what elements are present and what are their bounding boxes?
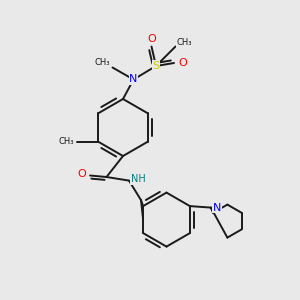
Text: O: O [178, 58, 188, 68]
Text: S: S [152, 61, 160, 71]
Text: N: N [129, 74, 138, 85]
Text: NH: NH [130, 174, 146, 184]
Text: O: O [77, 169, 86, 179]
Text: O: O [147, 34, 156, 44]
Text: CH₃: CH₃ [58, 137, 74, 146]
Text: CH₃: CH₃ [177, 38, 192, 47]
Text: N: N [213, 202, 221, 213]
Text: CH₃: CH₃ [94, 58, 110, 68]
